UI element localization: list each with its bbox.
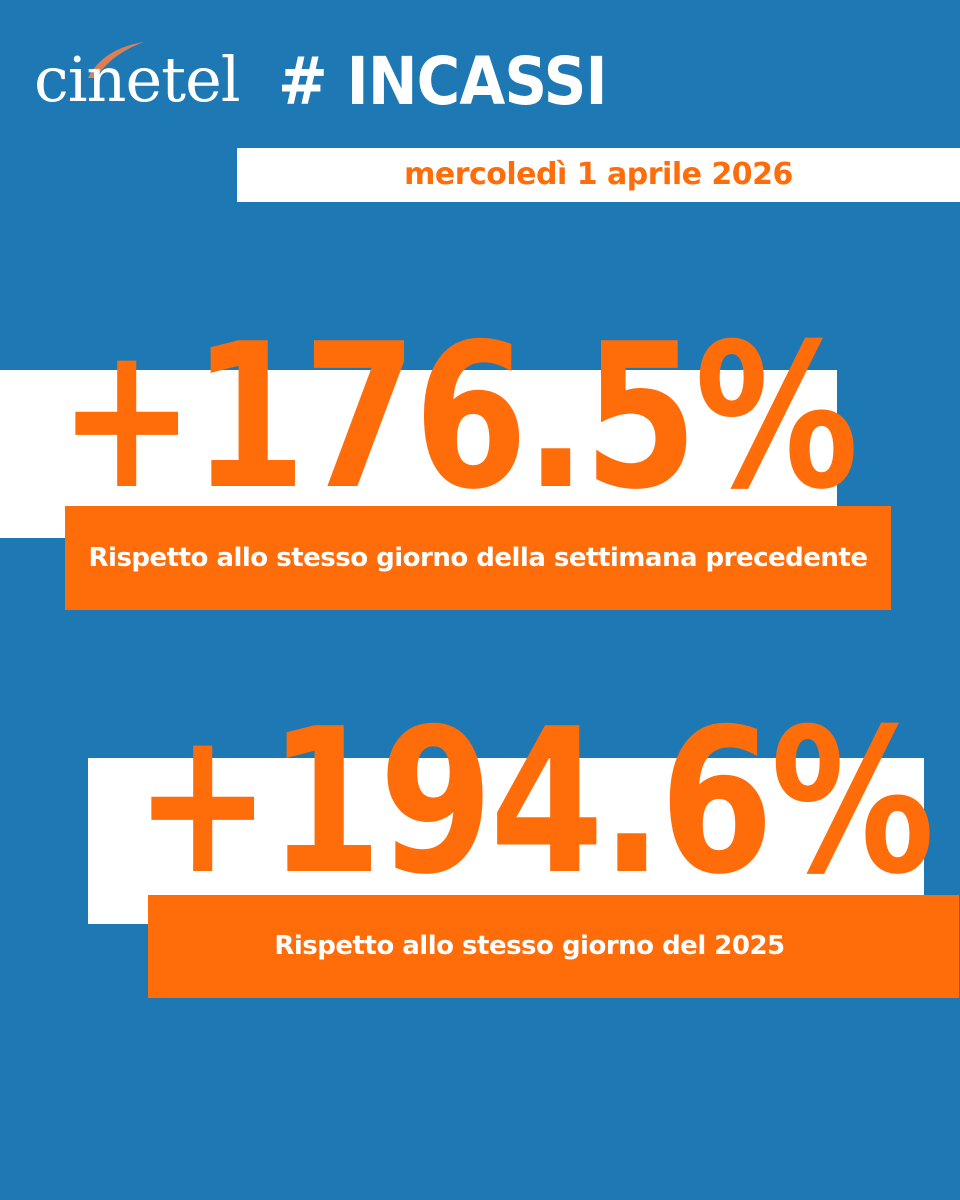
cinetel-logo: cinetel <box>34 40 274 120</box>
stat-2-label: Rispetto allo stesso giorno del 2025 <box>274 931 785 961</box>
stat-2-value: +194.6% <box>134 686 935 919</box>
page-title: # INCASSI <box>278 43 608 120</box>
stat-1-value: +176.5% <box>58 301 859 534</box>
stat-1-label-bar: Rispetto allo stesso giorno della settim… <box>65 506 891 610</box>
logo-swoosh-icon <box>88 42 144 78</box>
date-text: mercoledì 1 aprile 2026 <box>404 157 793 192</box>
stat-2-label-bar: Rispetto allo stesso giorno del 2025 <box>148 895 959 998</box>
date-banner: mercoledì 1 aprile 2026 <box>237 148 960 202</box>
logo-wordmark: cinetel <box>34 43 241 116</box>
stat-1-label: Rispetto allo stesso giorno della settim… <box>88 543 868 573</box>
